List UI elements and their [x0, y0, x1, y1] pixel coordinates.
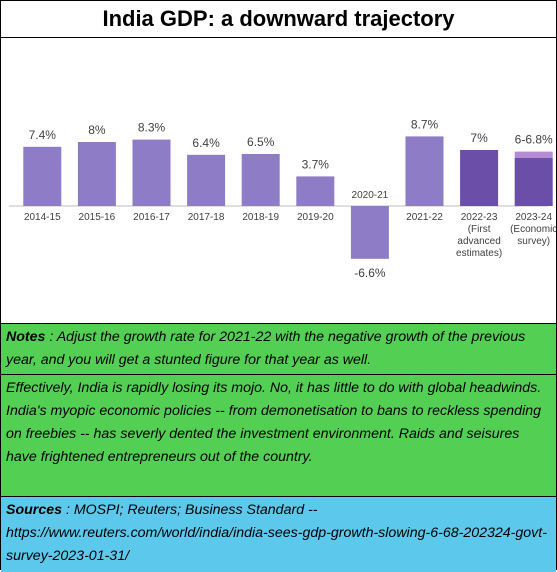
data-label-9: 6-6.8% [515, 133, 553, 147]
category-label-0-0: 2014-15 [24, 212, 61, 223]
category-label-8-1: (First [468, 224, 491, 235]
category-label-9-1: (Economic [510, 224, 556, 235]
commentary-panel: Effectively, India is rapidly losing its… [1, 374, 556, 498]
notes-label: Notes [6, 329, 46, 345]
page-title: India GDP: a downward trajectory [1, 1, 556, 38]
data-label-0: 7.4% [29, 128, 57, 142]
data-label-3: 6.4% [192, 136, 220, 150]
sources-label: Sources [6, 502, 62, 518]
category-label-2-0: 2016-17 [133, 212, 170, 223]
data-label-5: 3.7% [302, 157, 330, 171]
data-label-4: 6.5% [247, 135, 275, 149]
sources-panel: Sources : MOSPI; Reuters; Business Stand… [1, 496, 556, 572]
data-label-7: 8.7% [411, 117, 439, 131]
category-label-4-0: 2018-19 [242, 212, 279, 223]
bar-9 [514, 158, 553, 206]
bar-2 [132, 139, 171, 206]
bar-3 [187, 154, 226, 206]
category-label-9-2: survey) [517, 236, 550, 247]
bar-range-9 [514, 151, 553, 158]
bar-0 [23, 146, 62, 206]
commentary-text: Effectively, India is rapidly losing its… [6, 380, 542, 465]
category-label-5-0: 2019-20 [297, 212, 334, 223]
category-label-1-0: 2015-16 [79, 212, 116, 223]
data-label-8: 7% [470, 131, 488, 145]
category-label-8-2: advanced [457, 236, 500, 247]
category-label-8-0: 2022-23 [461, 212, 498, 223]
bar-7 [405, 136, 444, 206]
notes-panel: Notes : Adjust the growth rate for 2021-… [1, 323, 556, 376]
notes-text: : Adjust the growth rate for 2021-22 wit… [6, 329, 526, 368]
category-label-7-0: 2021-22 [406, 212, 443, 223]
bar-5 [296, 176, 335, 206]
sources-text: : MOSPI; Reuters; Business Standard -- h… [6, 502, 547, 564]
bar-8 [460, 150, 499, 206]
data-label-6: -6.6% [354, 266, 386, 280]
bar-4 [241, 154, 280, 206]
bar-1 [77, 142, 116, 206]
data-label-2: 8.3% [138, 121, 166, 135]
bar-6 [350, 206, 389, 259]
chart-svg: 7.4% 2014-15 8% 2015-16 8.3% 2016-17 6.4% 2017-… [9, 117, 556, 280]
data-label-1: 8% [88, 123, 106, 137]
category-label-8-3: estimates) [456, 248, 502, 259]
category-label-9-0: 2023-24 [515, 212, 552, 223]
gdp-bar-chart: 7.4% 2014-15 8% 2015-16 8.3% 2016-17 6.4% 2017-… [1, 38, 556, 322]
category-label-3-0: 2017-18 [188, 212, 225, 223]
category-label-6-0: 2020-21 [352, 190, 389, 201]
